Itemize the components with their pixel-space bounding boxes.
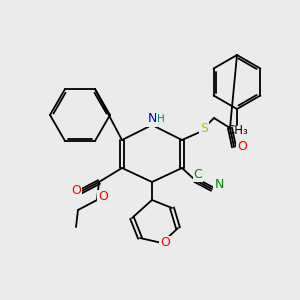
Text: N: N xyxy=(147,112,157,125)
Text: C: C xyxy=(194,167,202,181)
Text: O: O xyxy=(71,184,81,196)
Text: O: O xyxy=(98,190,108,203)
Text: O: O xyxy=(160,236,170,250)
Text: CH₃: CH₃ xyxy=(226,124,248,136)
Text: S: S xyxy=(200,122,208,134)
Text: O: O xyxy=(237,140,247,152)
Text: N: N xyxy=(214,178,224,191)
Text: H: H xyxy=(157,114,165,124)
